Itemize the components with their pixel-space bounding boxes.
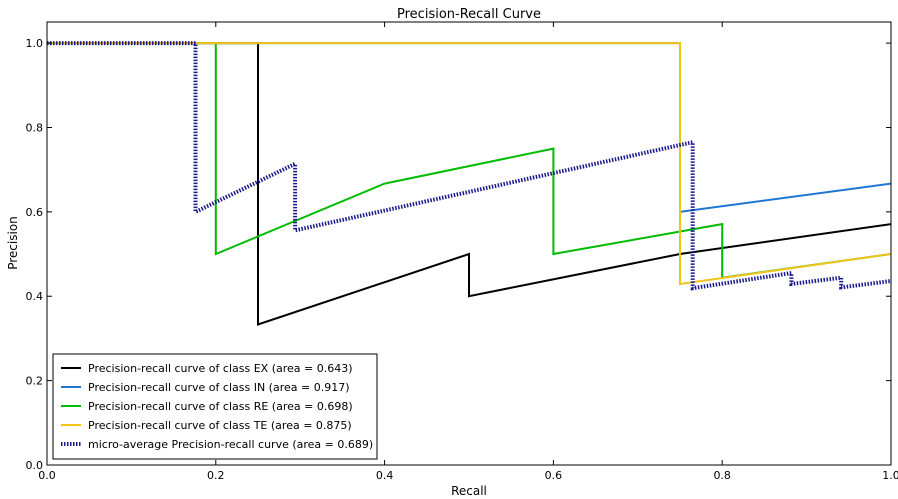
- series-line-4: [47, 41, 892, 291]
- legend-label: Precision-recall curve of class RE (area…: [88, 400, 353, 413]
- y-tick-label: 1.0: [26, 37, 44, 50]
- x-tick-label: 0.2: [207, 469, 225, 482]
- x-tick-label: 0.6: [545, 469, 563, 482]
- y-tick-label: 0.2: [26, 375, 44, 388]
- tick-layer: 0.0 0.2 0.4 0.6 0.8 1.0 0.0 0.2 0.4 0.6 0.8 1.0: [26, 22, 898, 482]
- x-axis-label: Recall: [451, 484, 487, 498]
- x-tick-label: 1.0: [882, 469, 898, 482]
- legend-label: micro-average Precision-recall curve (ar…: [88, 438, 373, 451]
- chart-title: Precision-Recall Curve: [397, 7, 541, 22]
- series-line-1: [47, 42, 892, 214]
- y-tick-label: 0.6: [26, 206, 44, 219]
- legend-box: [52, 353, 378, 460]
- y-tick-label: 0.0: [26, 459, 44, 472]
- series-line-3: [47, 42, 892, 286]
- x-tick-label: 0.8: [713, 469, 731, 482]
- legend-label: Precision-recall curve of class IN (area…: [88, 381, 350, 394]
- legend-label: Precision-recall curve of class TE (area…: [88, 419, 352, 432]
- y-axis-label: Precision: [6, 216, 20, 270]
- x-tick-label: 0.0: [38, 469, 56, 482]
- legend-label: Precision-recall curve of class EX (area…: [88, 362, 353, 375]
- legend: Precision-recall curve of class EX (area…: [52, 353, 378, 460]
- series-line-0: [47, 42, 892, 326]
- y-tick-label: 0.8: [26, 121, 44, 134]
- x-tick-label: 0.4: [376, 469, 394, 482]
- y-tick-label: 0.4: [26, 290, 44, 303]
- plot-frame: [46, 21, 892, 466]
- series-layer: [47, 41, 892, 326]
- series-line-2: [47, 42, 892, 279]
